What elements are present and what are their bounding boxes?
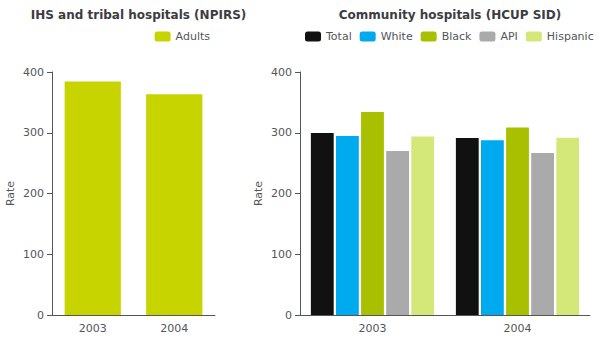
svg-text:2004: 2004 [160,322,188,335]
svg-text:400: 400 [271,66,292,79]
svg-text:White: White [381,30,413,43]
svg-text:2004: 2004 [504,322,532,335]
svg-text:300: 300 [23,126,44,139]
svg-text:0: 0 [285,309,292,322]
svg-text:Adults: Adults [176,30,211,43]
svg-text:2003: 2003 [79,322,107,335]
svg-text:100: 100 [23,248,44,261]
svg-text:Rate: Rate [252,181,265,206]
svg-text:Rate: Rate [4,181,17,206]
svg-text:300: 300 [271,126,292,139]
svg-text:Black: Black [442,30,472,43]
svg-text:400: 400 [23,66,44,79]
svg-text:IHS and tribal hospitals (NPIR: IHS and tribal hospitals (NPIRS) [31,8,247,22]
svg-text:Community hospitals (HCUP SID): Community hospitals (HCUP SID) [339,8,562,22]
svg-text:100: 100 [271,248,292,261]
svg-text:API: API [500,30,517,43]
svg-text:Hispanic: Hispanic [547,30,594,43]
svg-text:200: 200 [23,187,44,200]
svg-text:2003: 2003 [359,322,387,335]
svg-text:0: 0 [37,309,44,322]
svg-text:Total: Total [325,30,352,43]
svg-text:200: 200 [271,187,292,200]
